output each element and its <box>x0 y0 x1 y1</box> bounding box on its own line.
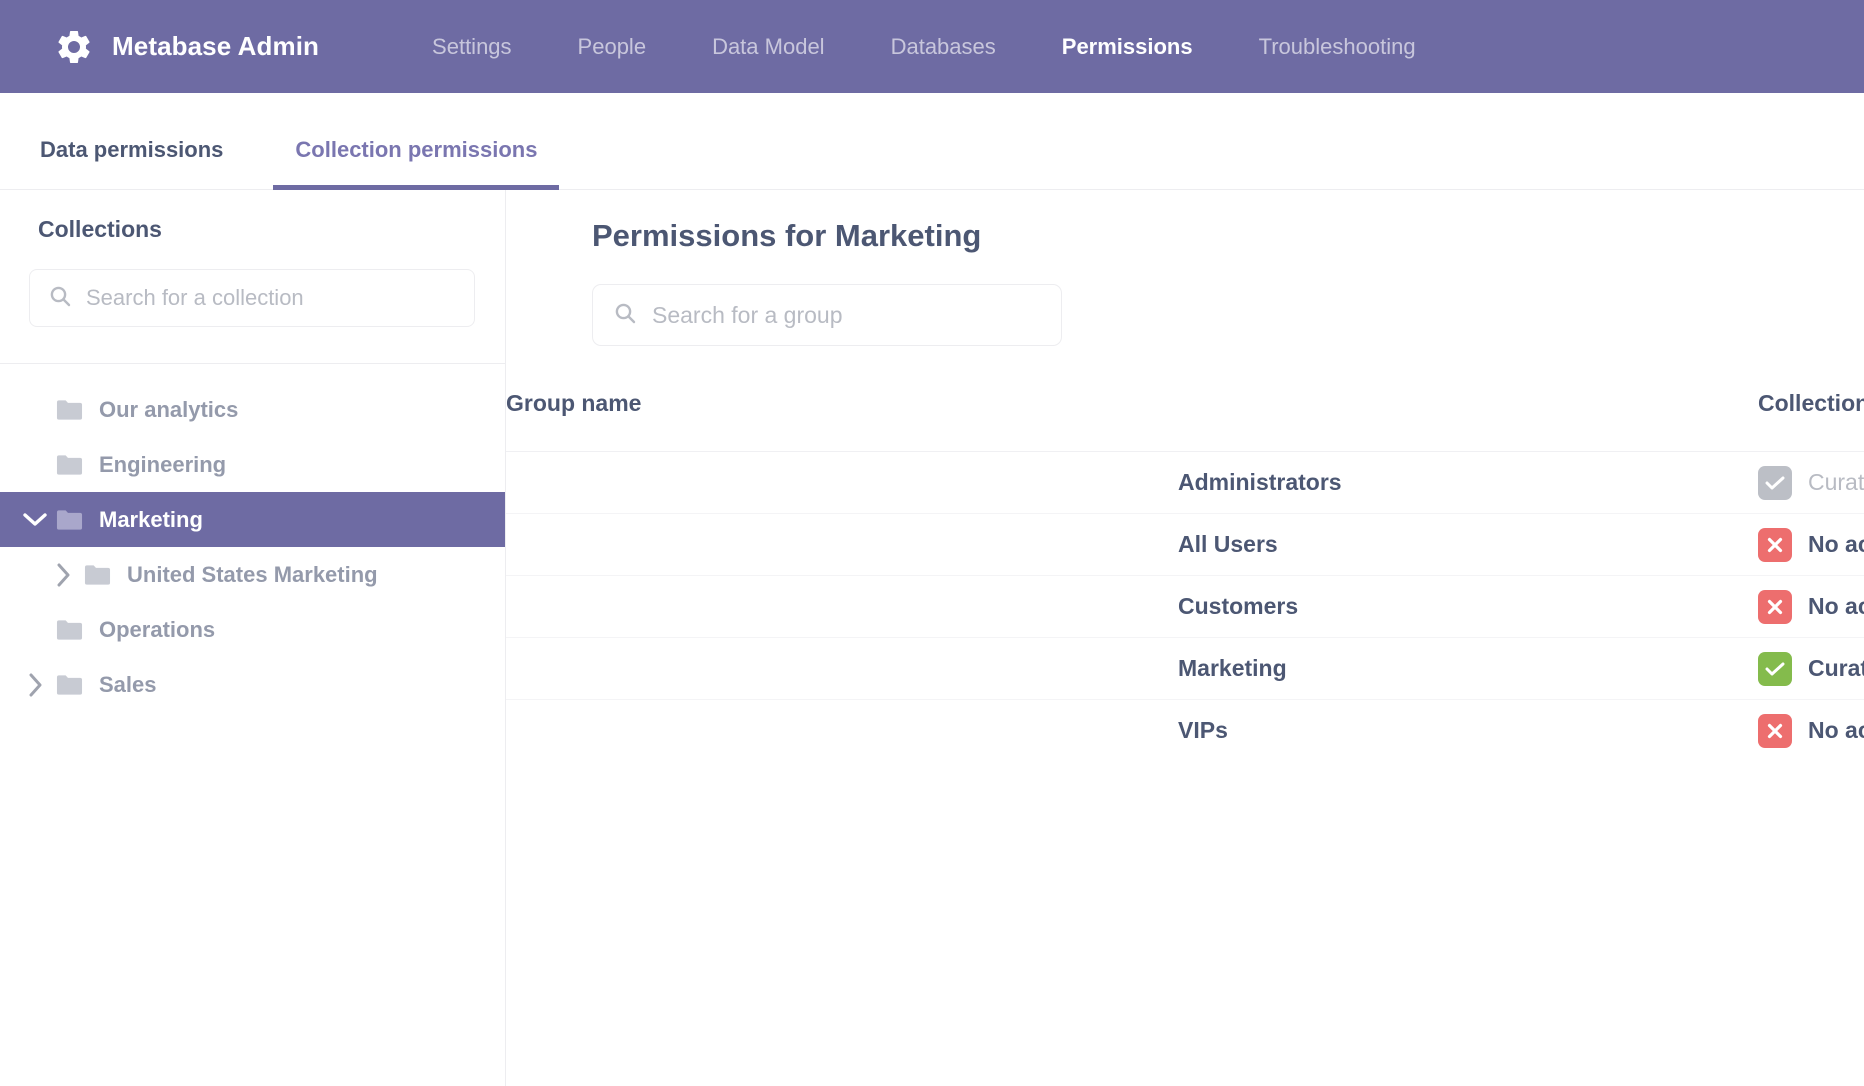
search-icon <box>613 301 637 330</box>
tree-item-sales[interactable]: Sales <box>0 657 505 712</box>
tree-item-our-analytics[interactable]: Our analytics <box>0 382 505 437</box>
nav-link-data-model[interactable]: Data Model <box>712 33 825 59</box>
folder-icon <box>84 564 111 585</box>
page-body: Collections Search for a collection Our … <box>0 190 1864 1086</box>
table-row: Customers No access <box>506 575 1864 638</box>
sidebar-divider <box>0 363 505 364</box>
tree-item-marketing[interactable]: Marketing <box>0 492 505 547</box>
permissions-main: Permissions for Marketing Search for a g… <box>506 190 1864 1086</box>
folder-icon <box>56 674 83 695</box>
tree-item-united-states-marketing[interactable]: United States Marketing <box>0 547 505 602</box>
cell-group-name: VIPs <box>1178 717 1228 744</box>
folder-icon <box>56 619 83 640</box>
check-icon <box>1758 651 1792 686</box>
access-label: No access <box>1808 717 1864 744</box>
column-header-collection-access: Collection access <box>1758 390 1864 452</box>
cell-group-name: Administrators <box>506 451 1758 514</box>
access-value-all-users[interactable]: No access <box>1758 527 1864 562</box>
brand[interactable]: Metabase Admin <box>54 27 319 67</box>
table-row: All Users No access <box>506 513 1864 576</box>
table-body: Administrators Curate <box>506 451 1864 762</box>
close-icon <box>1758 589 1792 624</box>
group-search-input[interactable]: Search for a group <box>592 284 1062 346</box>
permissions-tabbar: Data permissions Collection permissions <box>0 93 1864 190</box>
tree-item-label: Our analytics <box>99 396 239 422</box>
tree-item-label: Marketing <box>99 506 203 532</box>
table-row: VIPs No access <box>506 700 1864 762</box>
sidebar-title: Collections <box>38 216 162 242</box>
gear-icon <box>54 27 94 67</box>
chevron-right-icon[interactable] <box>50 562 76 588</box>
tree-item-engineering[interactable]: Engineering <box>0 437 505 492</box>
chevron-down-icon[interactable] <box>22 507 48 533</box>
table-row: Administrators Curate <box>506 451 1864 514</box>
cell-collection-access[interactable]: No access <box>1758 513 1864 576</box>
tab-data-permissions[interactable]: Data permissions <box>40 137 224 162</box>
access-label: No access <box>1808 593 1864 619</box>
cell-group-name: Marketing <box>506 637 1758 700</box>
cell-group-name: Customers <box>506 575 1758 638</box>
collections-tree: Our analytics Engineering Marketin <box>0 364 505 712</box>
table-head: Group name Collection access <box>506 390 1864 452</box>
access-label: No access <box>1808 531 1864 557</box>
page-title: Permissions for Marketing <box>592 218 982 253</box>
access-label: Curate <box>1808 469 1864 495</box>
access-label: Curate <box>1808 655 1864 681</box>
close-icon <box>1758 527 1792 562</box>
permissions-table: Group name Collection access Administrat… <box>506 390 1864 762</box>
group-search-placeholder: Search for a group <box>652 301 843 328</box>
nav-links: Settings People Data Model Databases Per… <box>399 24 1449 70</box>
folder-icon <box>56 454 83 475</box>
folder-icon <box>56 399 83 420</box>
cell-collection-access: Curate <box>1758 451 1864 514</box>
nav-link-permissions[interactable]: Permissions <box>1061 33 1193 59</box>
close-icon <box>1758 713 1792 748</box>
cell-collection-access[interactable]: No access <box>1758 700 1864 762</box>
sidebar-header: Collections Search for a collection <box>0 190 505 363</box>
search-icon <box>48 284 72 313</box>
tree-item-label: Engineering <box>99 451 227 477</box>
collection-search-placeholder: Search for a collection <box>86 285 304 310</box>
collections-sidebar: Collections Search for a collection Our … <box>0 190 506 1086</box>
folder-icon <box>56 509 83 530</box>
brand-title: Metabase Admin <box>112 31 320 61</box>
nav-link-troubleshooting[interactable]: Troubleshooting <box>1258 33 1416 59</box>
chevron-right-icon[interactable] <box>22 672 48 698</box>
cell-collection-access[interactable]: Curate <box>1758 637 1864 700</box>
tree-item-label: Operations <box>99 616 216 642</box>
check-icon <box>1758 465 1792 500</box>
table-row: Marketing Curate <box>506 637 1864 700</box>
nav-link-databases[interactable]: Databases <box>890 33 996 59</box>
collection-search-input[interactable]: Search for a collection <box>29 269 475 327</box>
nav-link-settings[interactable]: Settings <box>432 33 512 59</box>
cell-group-name: All Users <box>506 513 1758 576</box>
tab-collection-permissions[interactable]: Collection permissions <box>273 137 560 190</box>
access-value-customers[interactable]: No access <box>1758 589 1864 624</box>
tree-item-label: United States Marketing <box>127 561 378 587</box>
nav-link-people[interactable]: People <box>577 33 647 59</box>
cell-collection-access[interactable]: No access <box>1758 575 1864 638</box>
admin-navbar: Metabase Admin Settings People Data Mode… <box>0 0 1864 93</box>
tree-item-operations[interactable]: Operations <box>0 602 505 657</box>
column-header-group-name: Group name <box>506 390 1758 452</box>
table-header-row: Group name Collection access <box>506 390 1864 452</box>
access-value-administrators: Curate <box>1758 465 1864 500</box>
access-value-vips[interactable]: No access <box>1758 713 1864 748</box>
tree-item-label: Sales <box>99 671 157 697</box>
access-value-marketing[interactable]: Curate <box>1758 651 1864 686</box>
